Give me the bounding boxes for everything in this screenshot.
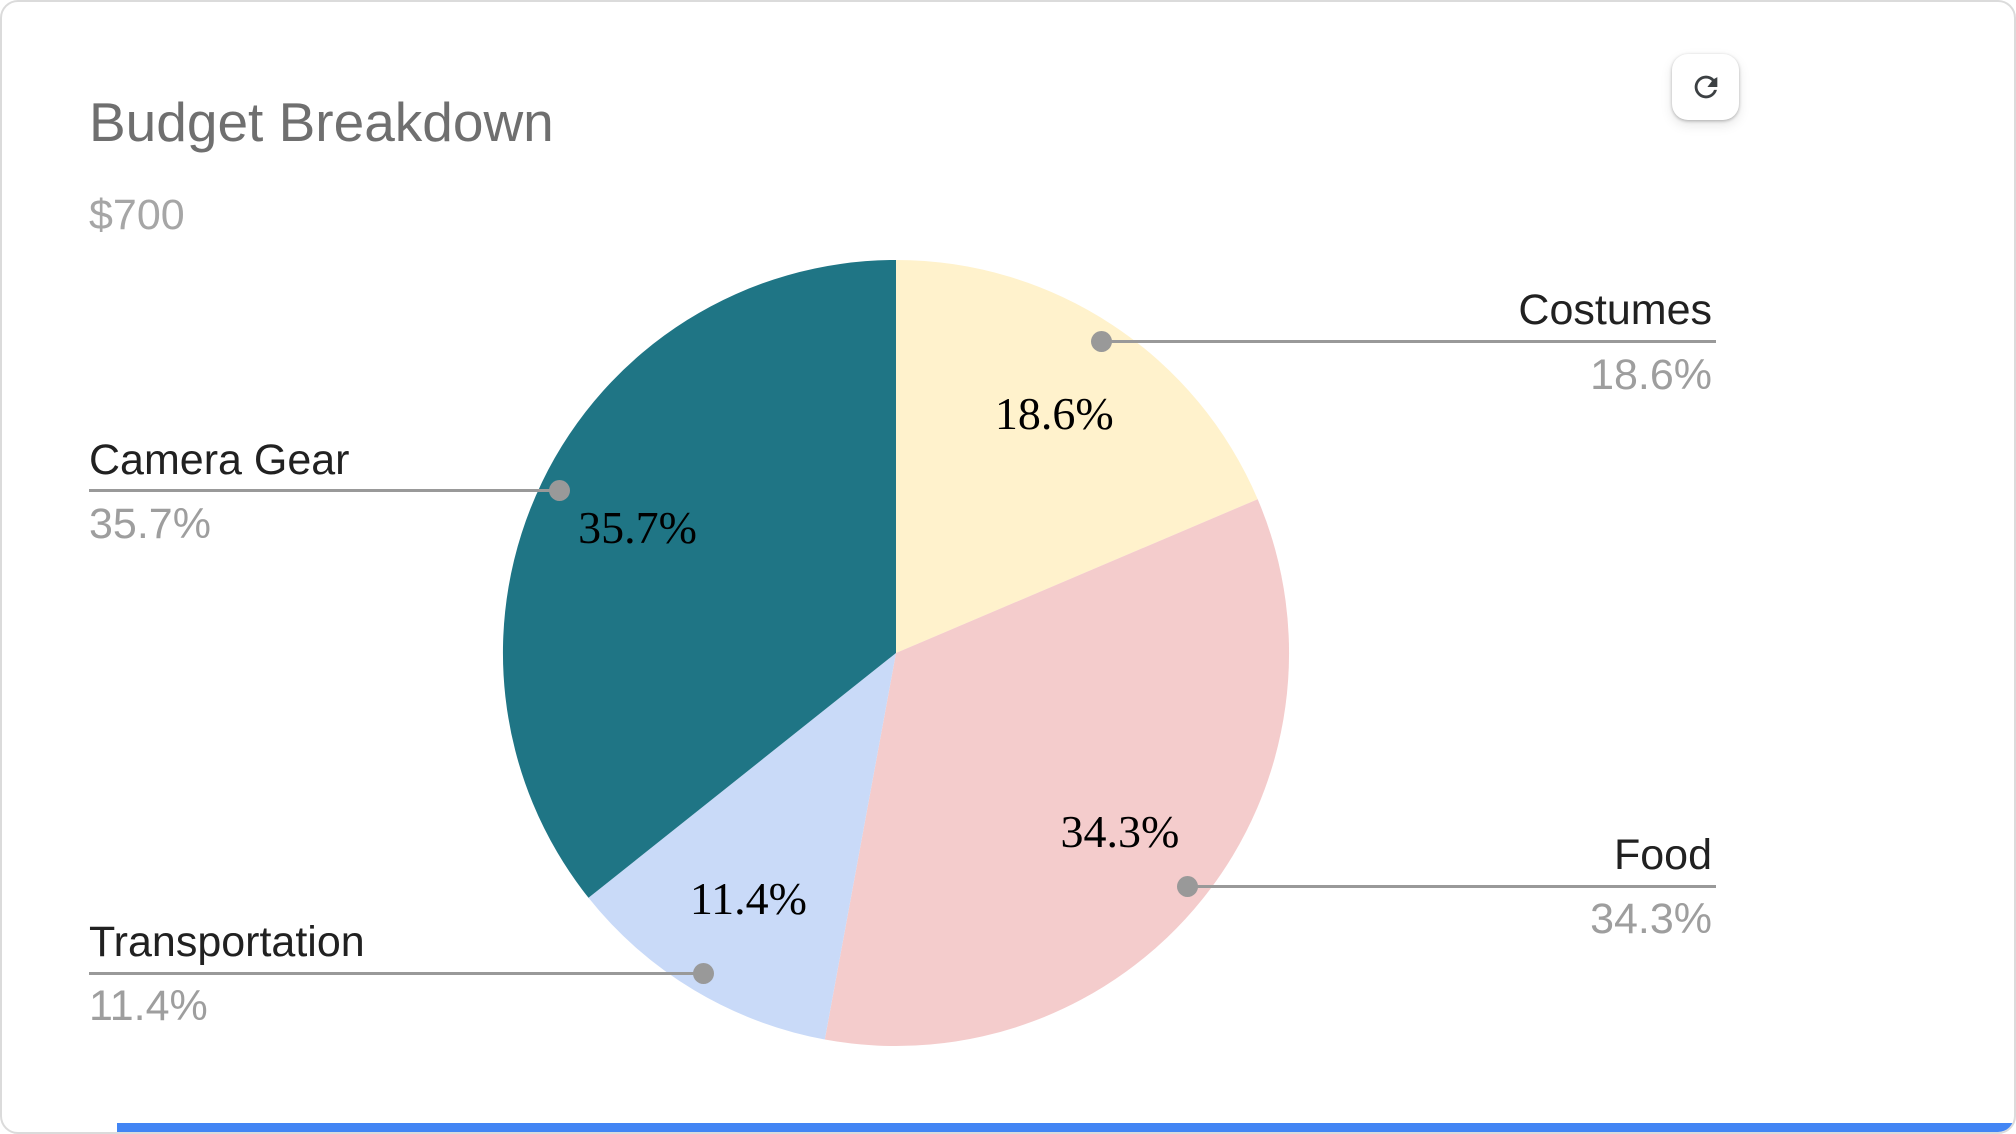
pie-slice-transportation[interactable] — [588, 653, 897, 1040]
pie-slice-camera-gear[interactable] — [502, 259, 896, 898]
callout-percent-transportation: 11.4% — [89, 982, 208, 1031]
callout-percent-camera-gear: 35.7% — [89, 499, 211, 548]
leader-line-transportation — [89, 971, 704, 975]
leader-line-food — [1187, 884, 1716, 888]
callout-label-transportation: Transportation — [89, 918, 365, 967]
slice-inner-label-camera-gear: 35.7% — [578, 502, 697, 554]
callout-label-food: Food — [1613, 831, 1712, 880]
chart-subtitle: $700 — [89, 191, 185, 239]
leader-line-costumes — [1101, 340, 1716, 344]
callout-percent-costumes: 18.6% — [1590, 350, 1712, 399]
refresh-icon — [1689, 70, 1723, 104]
slice-inner-label-costumes: 18.6% — [994, 387, 1114, 439]
pie-slice-costumes[interactable] — [896, 260, 1258, 653]
callout-label-camera-gear: Camera Gear — [89, 435, 350, 484]
leader-line-camera-gear — [89, 489, 560, 493]
slice-inner-label-transportation: 11.4% — [689, 873, 807, 925]
chart-title: Budget Breakdown — [89, 91, 554, 153]
bottom-accent-bar — [117, 1123, 2014, 1132]
pie-slice-food[interactable] — [824, 499, 1290, 1047]
callout-percent-food: 34.3% — [1590, 895, 1712, 944]
leader-dot-food — [1176, 875, 1198, 897]
callout-label-costumes: Costumes — [1518, 286, 1712, 335]
refresh-button[interactable] — [1672, 54, 1739, 120]
slice-inner-label-food: 34.3% — [1060, 806, 1180, 858]
leader-dot-transportation — [693, 962, 715, 984]
leader-dot-camera-gear — [549, 480, 571, 502]
leader-dot-costumes — [1091, 331, 1113, 353]
